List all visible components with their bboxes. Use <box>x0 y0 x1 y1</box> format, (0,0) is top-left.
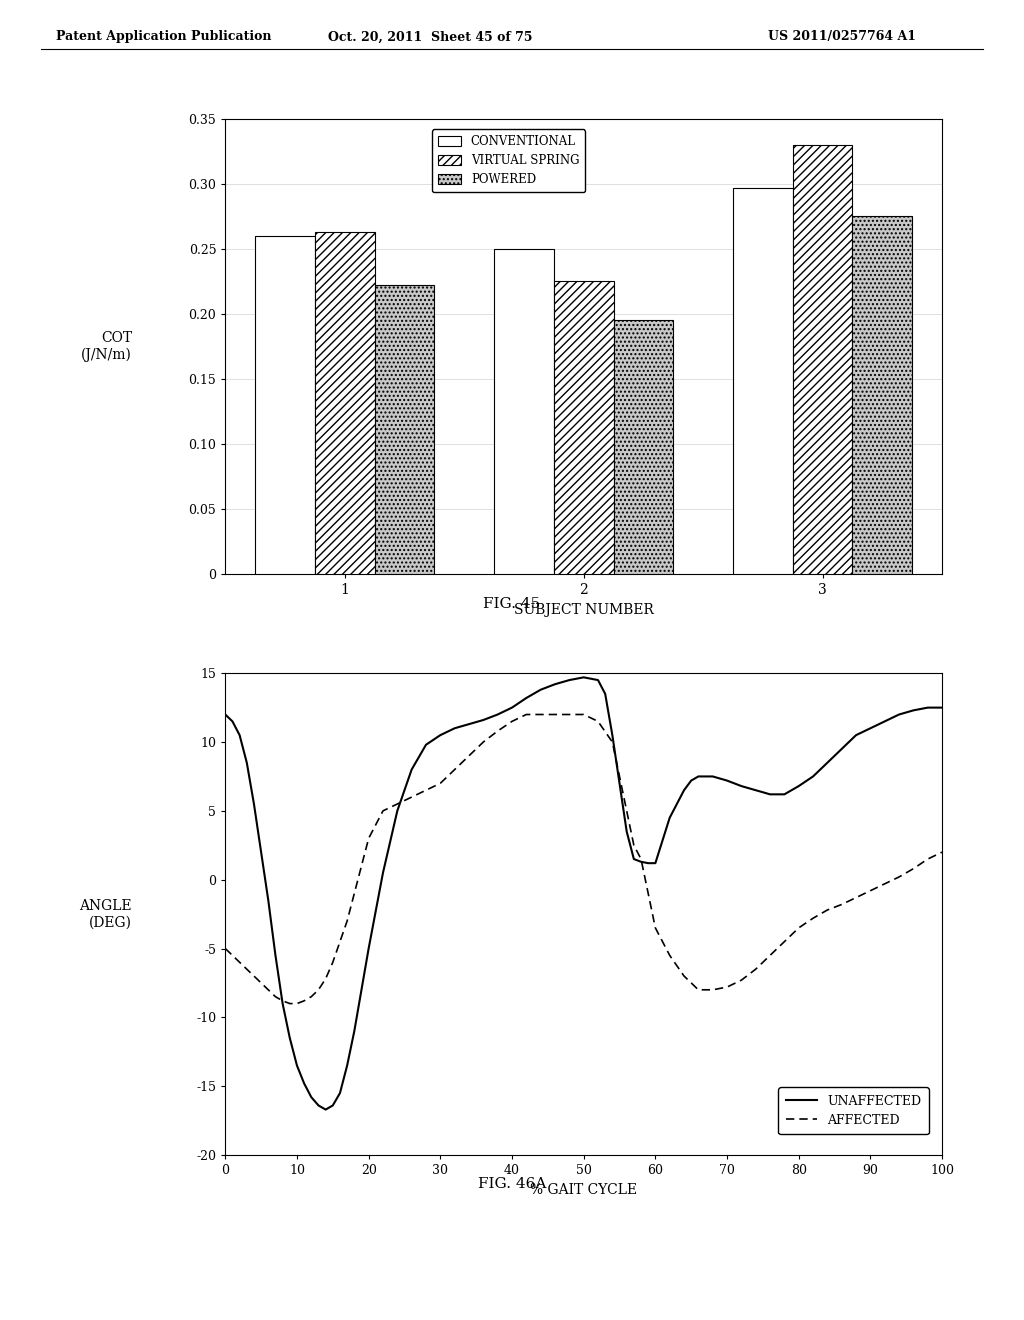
Text: Oct. 20, 2011  Sheet 45 of 75: Oct. 20, 2011 Sheet 45 of 75 <box>328 30 532 44</box>
Bar <box>255 236 315 574</box>
Line: UNAFFECTED: UNAFFECTED <box>225 677 942 1110</box>
Bar <box>554 281 613 574</box>
Bar <box>793 145 852 574</box>
UNAFFECTED <box>319 1102 332 1118</box>
AFFECTED <box>520 706 532 722</box>
Legend: CONVENTIONAL, VIRTUAL SPRING, POWERED: CONVENTIONAL, VIRTUAL SPRING, POWERED <box>432 129 586 191</box>
AFFECTED <box>936 845 948 861</box>
Bar <box>375 285 434 574</box>
UNAFFECTED <box>936 700 948 715</box>
Y-axis label: COT
(J/N/m): COT (J/N/m) <box>81 331 132 362</box>
Bar <box>852 216 912 574</box>
X-axis label: % GAIT CYCLE: % GAIT CYCLE <box>530 1183 637 1197</box>
UNAFFECTED <box>477 711 489 727</box>
AFFECTED <box>284 995 296 1011</box>
AFFECTED <box>549 706 561 722</box>
UNAFFECTED <box>836 741 848 756</box>
Text: Patent Application Publication: Patent Application Publication <box>56 30 271 44</box>
AFFECTED <box>348 886 360 902</box>
UNAFFECTED <box>578 669 590 685</box>
Bar <box>733 187 793 574</box>
Y-axis label: ANGLE
(DEG): ANGLE (DEG) <box>80 899 132 929</box>
UNAFFECTED <box>334 1085 346 1101</box>
AFFECTED <box>219 941 231 957</box>
Bar <box>613 321 674 574</box>
UNAFFECTED <box>219 706 231 722</box>
X-axis label: SUBJECT NUMBER: SUBJECT NUMBER <box>514 603 653 616</box>
Bar <box>315 232 375 574</box>
UNAFFECTED <box>907 702 920 718</box>
AFFECTED <box>922 851 934 867</box>
UNAFFECTED <box>362 941 375 957</box>
Bar <box>494 249 554 574</box>
Text: FIG. 45: FIG. 45 <box>483 597 541 611</box>
Text: FIG. 46A: FIG. 46A <box>478 1177 546 1192</box>
Line: AFFECTED: AFFECTED <box>225 714 942 1003</box>
Text: US 2011/0257764 A1: US 2011/0257764 A1 <box>768 30 916 44</box>
UNAFFECTED <box>563 672 575 688</box>
Legend: UNAFFECTED, AFFECTED: UNAFFECTED, AFFECTED <box>778 1088 929 1134</box>
AFFECTED <box>692 982 705 998</box>
AFFECTED <box>506 714 518 730</box>
AFFECTED <box>362 830 375 846</box>
